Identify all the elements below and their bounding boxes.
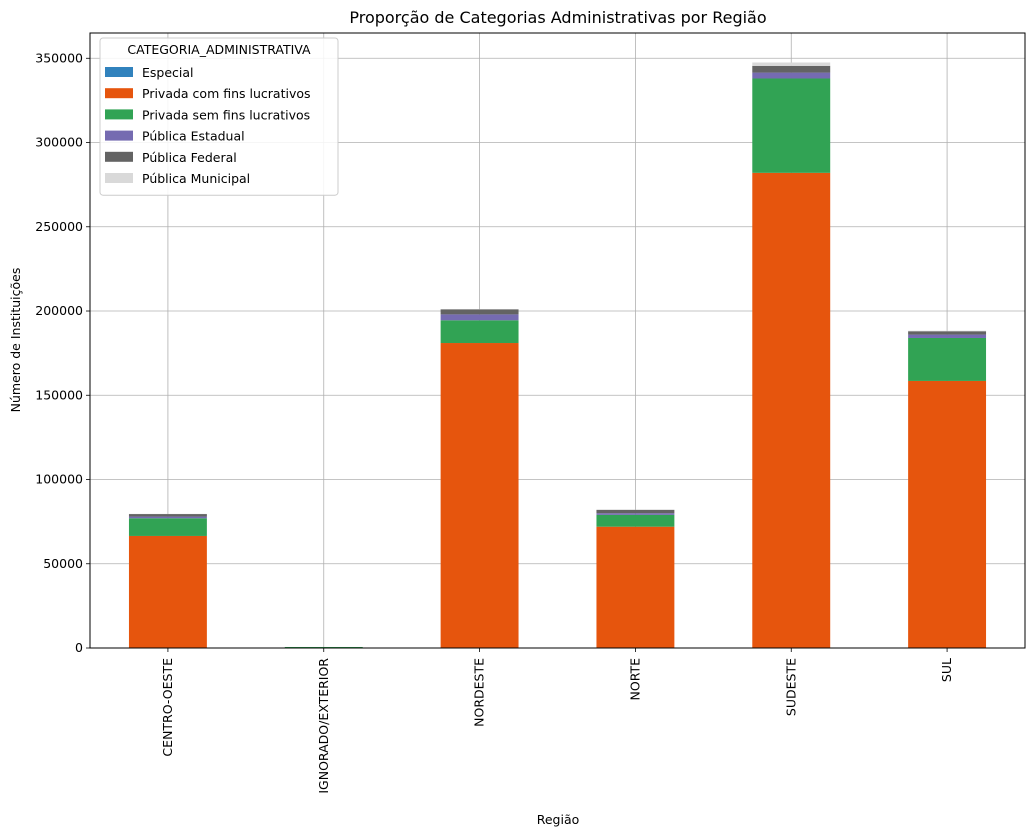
chart-title: Proporção de Categorias Administrativas … [349, 8, 766, 27]
x-tick-label: NORTE [627, 658, 642, 701]
legend-entry: Pública Federal [142, 150, 237, 165]
x-tick-label: SUDESTE [783, 658, 798, 716]
bar-segment [752, 65, 831, 73]
legend-swatch [105, 67, 133, 77]
bar-segment [596, 513, 675, 515]
plot-frame [89, 32, 1026, 649]
axes [89, 32, 1026, 649]
legend: CATEGORIA_ADMINISTRATIVA Especial Privada … [99, 37, 339, 196]
x-axis-ticks: CENTRO-OESTE IGNORADO/EXTERIOR NORDESTE NOR… [160, 648, 954, 794]
bar-segment [752, 172, 831, 649]
y-tick-label: 200000 [35, 303, 83, 318]
bar-segment [440, 314, 519, 321]
bar-segment [128, 535, 207, 648]
bar-segment [908, 380, 987, 648]
y-tick-label: 350000 [35, 50, 83, 65]
legend-entry: Privada com fins lucrativos [142, 86, 311, 101]
bar-segment [908, 334, 987, 338]
legend-swatch [105, 88, 133, 99]
y-tick-label: 50000 [43, 556, 83, 571]
legend-entry: Privada sem fins lucrativos [142, 107, 310, 122]
legend-entry: Pública Estadual [142, 129, 245, 144]
x-tick-label: CENTRO-OESTE [160, 658, 175, 757]
bar-segment [752, 62, 831, 66]
bar-segment [596, 509, 675, 514]
x-tick-label: SUL [939, 658, 954, 682]
bar-segment [908, 337, 987, 381]
y-tick-label: 150000 [35, 387, 83, 402]
y-tick-label: 100000 [35, 472, 83, 487]
legend-swatch [105, 173, 133, 183]
x-tick-label: IGNORADO/EXTERIOR [316, 658, 331, 794]
bar-segment [128, 518, 207, 536]
bar-segment [596, 526, 675, 648]
x-tick-label: NORDESTE [472, 658, 487, 727]
y-tick-label: 300000 [35, 135, 83, 150]
legend-swatch [105, 109, 133, 120]
bar-segment [908, 331, 987, 335]
bar-segment [752, 72, 831, 79]
bar-segment [284, 646, 363, 648]
legend-entry: Especial [142, 65, 194, 80]
y-tick-label: 250000 [35, 219, 83, 234]
bar-segment [128, 516, 207, 519]
legend-swatch [105, 130, 133, 141]
bar-segment [440, 343, 519, 648]
legend-entry: Pública Municipal [142, 171, 250, 186]
bar-segment [908, 330, 987, 332]
y-axis-ticks: 0 50000 100000 150000 200000 250000 300000 3500… [35, 50, 90, 655]
x-axis-label: Região [537, 812, 580, 827]
bar-segment [440, 309, 519, 315]
bar-segment [128, 514, 207, 517]
bar-segment [752, 78, 831, 173]
legend-title: CATEGORIA_ADMINISTRATIVA [127, 42, 311, 57]
bar-segment [440, 320, 519, 344]
legend-swatch [105, 151, 133, 162]
legend-box [99, 37, 339, 196]
y-axis-label: Número de Instituições [8, 268, 23, 413]
y-tick-label: 0 [75, 640, 83, 655]
bars [128, 62, 987, 649]
bar-segment [596, 514, 675, 527]
